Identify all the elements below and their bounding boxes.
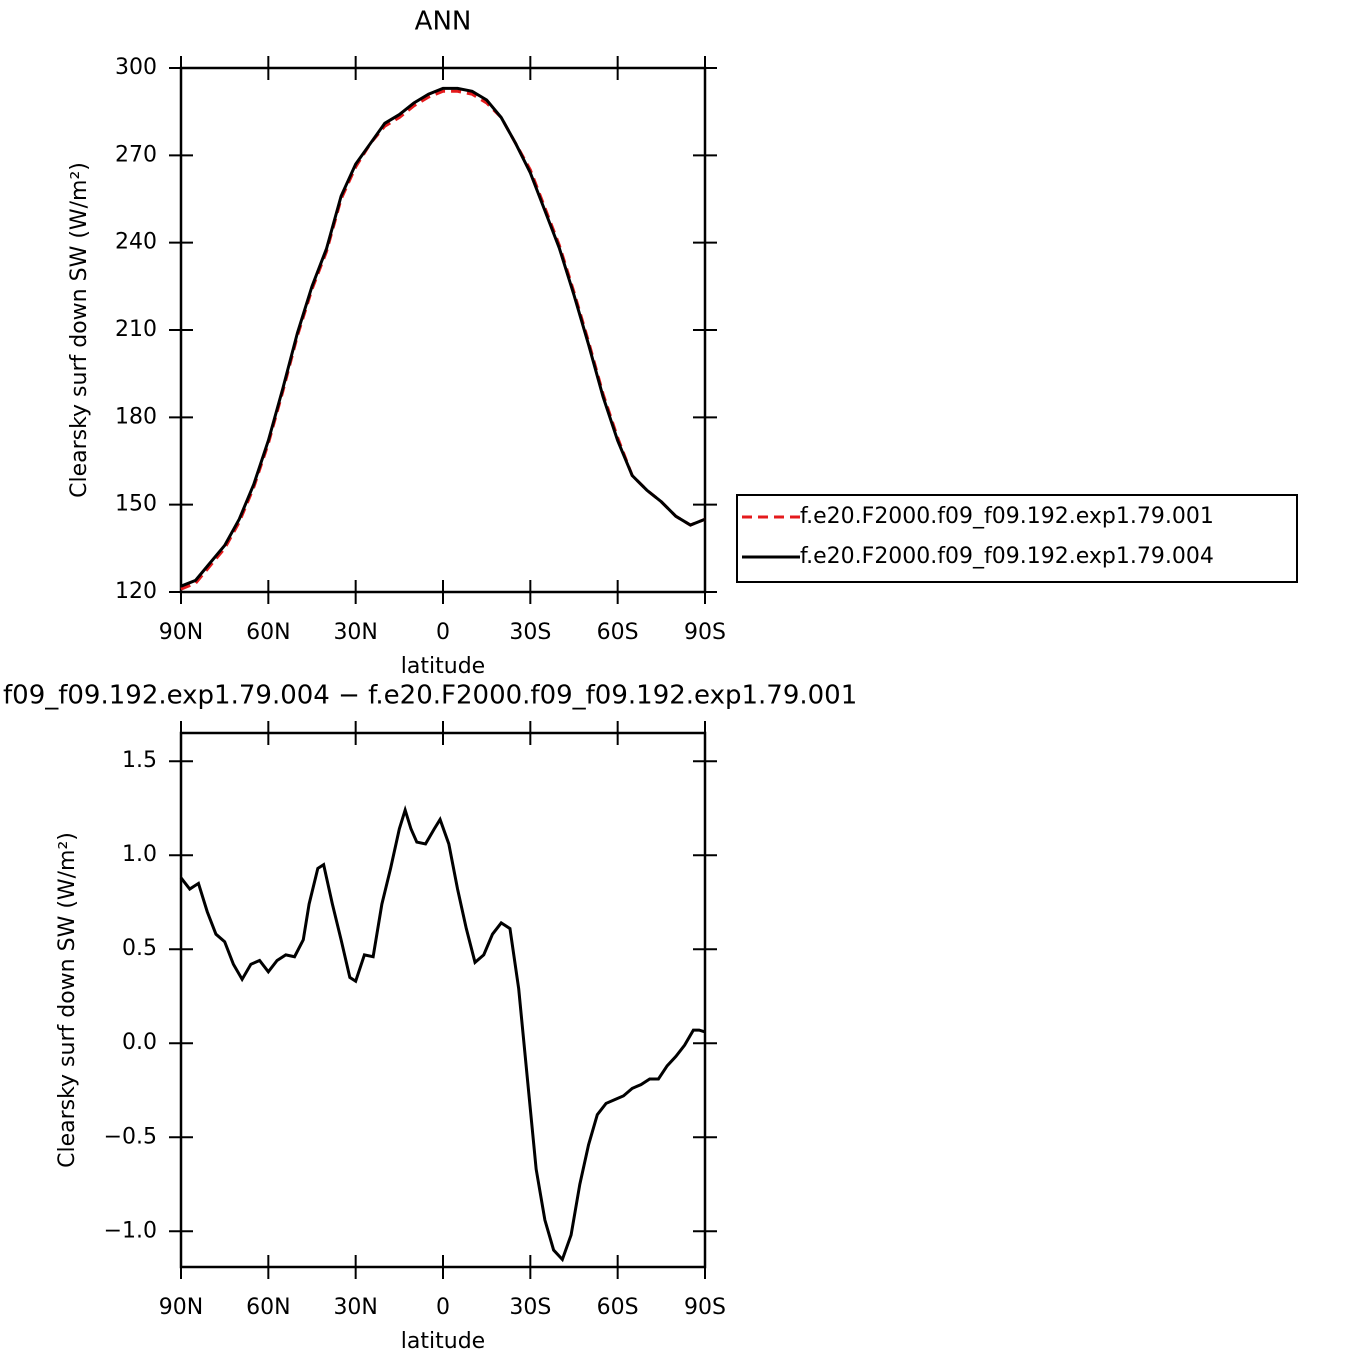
data-line — [180, 86, 706, 588]
y-tick-label: 0.5 — [122, 936, 157, 961]
legend-box — [736, 494, 1298, 583]
y-axis-label: Clearsky surf down SW (W/m²) — [67, 162, 92, 498]
y-tick-label: 270 — [115, 142, 157, 167]
x-tick-label: 60N — [246, 620, 290, 645]
x-tick-label: 90N — [159, 620, 203, 645]
chart-title: f09_f09.192.exp1.79.004 − f.e20.F2000.f0… — [3, 681, 857, 711]
x-tick-label: 30N — [333, 620, 377, 645]
plot-frame — [179, 731, 707, 1269]
y-tick-label: 210 — [115, 317, 157, 342]
data-line — [180, 89, 706, 591]
legend-label: f.e20.F2000.f09_f09.192.exp1.79.004 — [800, 544, 1214, 569]
y-axis-label: Clearsky surf down SW (W/m²) — [55, 832, 80, 1168]
x-axis-label: latitude — [401, 654, 485, 679]
x-tick-label: 60S — [597, 620, 639, 645]
y-tick-label: 240 — [115, 230, 157, 255]
x-tick-label: 0 — [436, 1295, 450, 1320]
x-tick-label: 0 — [436, 620, 450, 645]
x-tick-label: 90S — [684, 620, 726, 645]
y-tick-label: −0.5 — [104, 1124, 157, 1149]
x-tick-label: 60N — [246, 1295, 290, 1320]
y-tick-label: 0.0 — [122, 1030, 157, 1055]
x-tick-label: 90N — [159, 1295, 203, 1320]
y-tick-label: −1.0 — [104, 1218, 157, 1243]
y-tick-label: 1.5 — [122, 748, 157, 773]
y-tick-label: 300 — [115, 55, 157, 80]
plot-frame — [179, 66, 707, 594]
x-tick-label: 30S — [509, 1295, 551, 1320]
chart-title: ANN — [415, 7, 472, 37]
x-axis-label: latitude — [401, 1329, 485, 1354]
y-tick-label: 180 — [115, 404, 157, 429]
x-tick-label: 30S — [509, 620, 551, 645]
x-tick-label: 30N — [333, 1295, 377, 1320]
x-tick-label: 90S — [684, 1295, 726, 1320]
legend-label: f.e20.F2000.f09_f09.192.exp1.79.001 — [800, 504, 1214, 529]
y-tick-label: 150 — [115, 492, 157, 517]
data-line — [179, 805, 706, 1263]
y-tick-label: 120 — [115, 579, 157, 604]
x-tick-label: 60S — [597, 1295, 639, 1320]
y-tick-label: 1.0 — [122, 842, 157, 867]
